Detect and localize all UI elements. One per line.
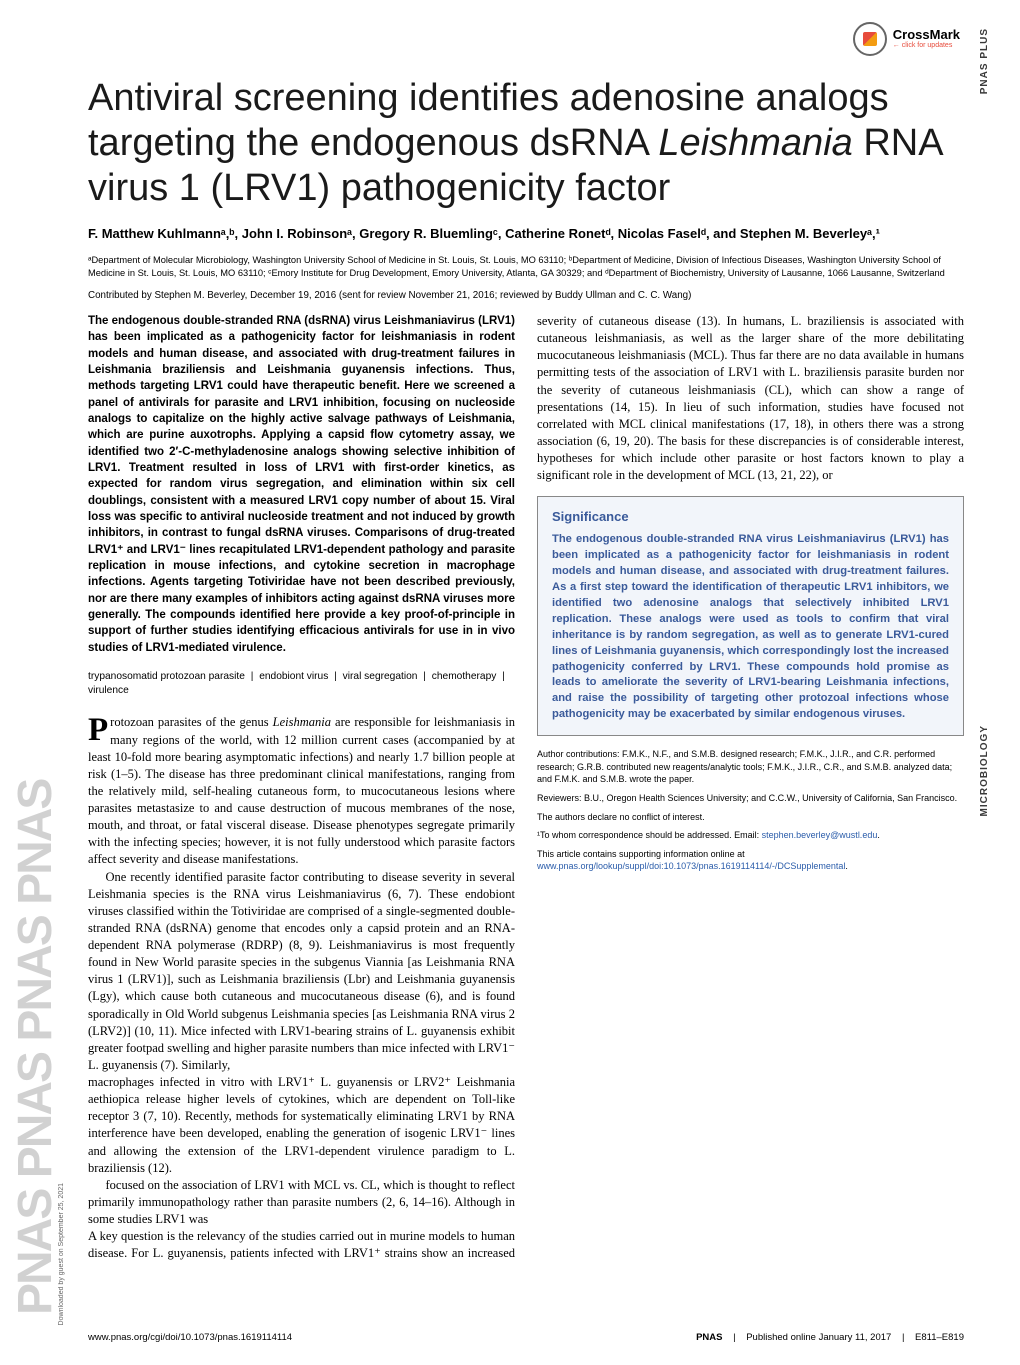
keyword-1: trypanosomatid protozoan parasite <box>88 671 245 682</box>
correspondence-email[interactable]: stephen.beverley@wustl.edu <box>762 830 878 840</box>
supplemental-link[interactable]: www.pnas.org/lookup/suppl/doi:10.1073/pn… <box>537 861 845 871</box>
correspondence-line: ¹To whom correspondence should be addres… <box>537 829 964 842</box>
keyword-4: chemotherapy <box>432 671 497 682</box>
page-footer: www.pnas.org/cgi/doi/10.1073/pnas.161911… <box>88 1332 964 1343</box>
significance-box: Significance The endogenous double-stran… <box>537 496 964 736</box>
dropcap-letter: P <box>88 714 110 744</box>
footer-doi: www.pnas.org/cgi/doi/10.1073/pnas.161911… <box>88 1332 292 1343</box>
author-contributions: Author contributions: F.M.K., N.F., and … <box>537 748 964 786</box>
reviewers-line: Reviewers: B.U., Oregon Health Sciences … <box>537 792 964 805</box>
footnotes-block: Author contributions: F.M.K., N.F., and … <box>537 748 964 873</box>
keyword-5: virulence <box>88 685 129 696</box>
body-p1: Protozoan parasites of the genus Leishma… <box>88 714 515 868</box>
conflict-line: The authors declare no conflict of inter… <box>537 811 964 824</box>
supplemental-line: This article contains supporting informa… <box>537 848 964 873</box>
col2-p1b: focused on the association of LRV1 with … <box>88 1177 515 1228</box>
keywords: trypanosomatid protozoan parasite | endo… <box>88 670 515 699</box>
crossmark-title: CrossMark <box>893 28 960 42</box>
crossmark-badge[interactable]: CrossMark ← click for updates <box>853 22 960 56</box>
crossmark-icon <box>853 22 887 56</box>
article-title: Antiviral screening identifies adenosine… <box>88 76 964 210</box>
significance-heading: Significance <box>552 509 949 524</box>
footer-pubdate: Published online January 11, 2017 <box>746 1332 891 1343</box>
body-p2: One recently identified parasite factor … <box>88 869 515 1075</box>
footer-right: PNAS | Published online January 11, 2017… <box>696 1332 964 1343</box>
affiliations: ᵃDepartment of Molecular Microbiology, W… <box>88 254 964 280</box>
significance-text: The endogenous double-stranded RNA virus… <box>552 532 949 723</box>
pnas-logo-vertical: PNAS PNAS PNAS PNAS <box>8 50 63 1315</box>
footer-pnas: PNAS <box>696 1332 722 1343</box>
abstract-block: The endogenous double-stranded RNA (dsRN… <box>88 313 515 656</box>
keyword-2: endobiont virus <box>259 671 328 682</box>
download-note: Downloaded by guest on September 25, 202… <box>58 1183 65 1325</box>
pnas-plus-tab: PNAS PLUS <box>979 28 990 94</box>
author-list: F. Matthew Kuhlmannᵃ,ᵇ, John I. Robinson… <box>88 224 964 244</box>
title-part-ital: Leishmania <box>658 122 852 164</box>
crossmark-sub: ← click for updates <box>893 42 960 50</box>
contributed-line: Contributed by Stephen M. Beverley, Dece… <box>88 290 964 301</box>
footer-pages: E811–E819 <box>915 1332 964 1343</box>
section-tab-microbiology: MICROBIOLOGY <box>979 725 990 816</box>
col2-p0: macrophages infected in vitro with LRV1⁺… <box>88 1074 515 1177</box>
pnas-watermark-sidebar: PNAS PNAS PNAS PNAS <box>8 50 68 1315</box>
body-column-1: Protozoan parasites of the genus Leishma… <box>88 714 515 1074</box>
keyword-3: viral segregation <box>343 671 418 682</box>
